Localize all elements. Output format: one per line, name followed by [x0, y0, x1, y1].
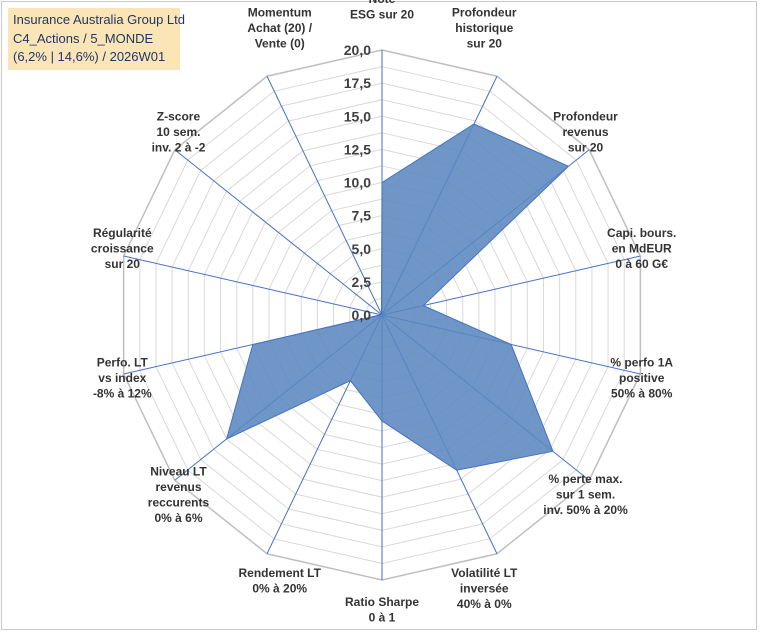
axis-label: Niveau LT revenus reccurents 0% à 6% [148, 464, 210, 525]
axis-label: Rendement LT 0% à 20% [239, 566, 322, 596]
axis-spoke [174, 149, 383, 316]
axis-label: Momentum Achat (20) / Vente (0) [247, 5, 312, 50]
axis-label: % perte max. sur 1 sem. inv. 50% à 20% [543, 472, 628, 517]
tick-label: 17,5 [344, 75, 371, 91]
category-path: C4_Actions / 5_MONDE [13, 30, 154, 46]
tick-label: 12,5 [344, 141, 371, 157]
chart-title-box: Insurance Australia Group Ltd C4_Actions… [8, 8, 185, 70]
tick-label: 15,0 [344, 108, 371, 124]
axis-spoke [123, 255, 383, 316]
axis-label: Profondeur revenus sur 20 [553, 109, 618, 154]
tick-label: 7,5 [352, 208, 372, 224]
radial-ticks: 0,0 2,5 5,0 7,5 10,0 12,5 15,0 17,5 20,0 [344, 42, 371, 323]
tick-label: 0,0 [352, 307, 372, 323]
axis-label: Profondeur historique sur 20 [452, 5, 517, 50]
axis-label: Perfo. LT vs index -8% à 12% [93, 356, 152, 401]
tick-label: 10,0 [344, 175, 371, 191]
tick-label: 2,5 [352, 274, 372, 290]
axis-label: Ratio Sharpe 0 à 1 [345, 595, 419, 625]
company-name: Insurance Australia Group Ltd [13, 12, 185, 27]
axis-spoke [381, 255, 641, 316]
axis-label: Régularité croissance sur 20 [91, 226, 154, 271]
axis-label: Z-score 10 sem. inv. 2 à -2 [152, 109, 206, 154]
axis-spoke [266, 76, 383, 316]
axis-label: NoteESG sur 20 [350, 0, 414, 22]
axis-label: % perfo 1A positive 50% à 80% [610, 356, 673, 401]
tick-label: 20,0 [344, 42, 371, 58]
axis-label: Capi. bours. en MdEUR 0 à 60 G€ [607, 226, 676, 271]
radar-series [225, 123, 570, 471]
tick-label: 5,0 [352, 241, 372, 257]
period-info: (6,2% | 14,6%) / 2026W01 [13, 49, 166, 64]
axis-label: Volatilité LT inversée 40% à 0% [451, 566, 518, 611]
series-area [225, 123, 570, 471]
